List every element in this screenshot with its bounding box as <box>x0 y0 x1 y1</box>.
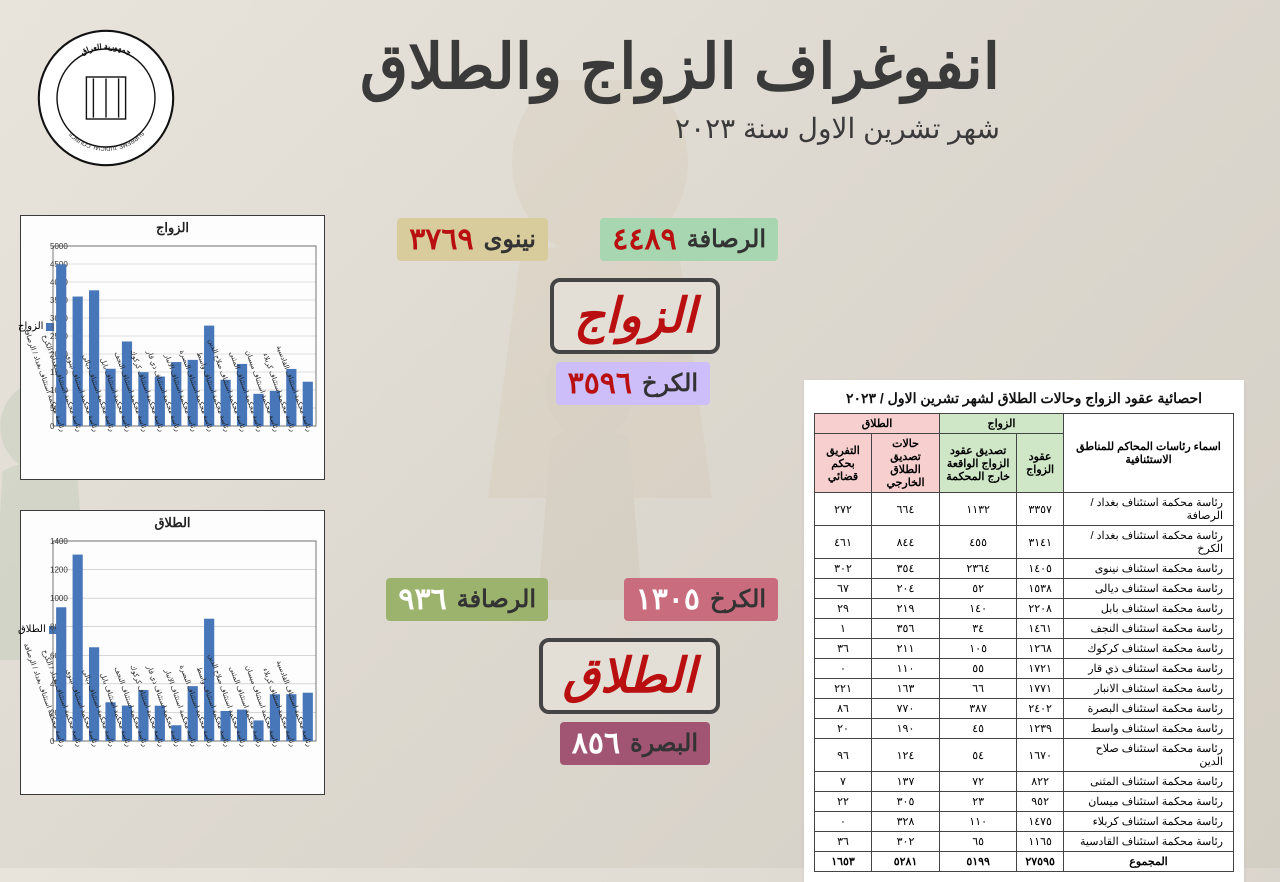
table-row: رئاسة محكمة استئناف بغداد / الرصافة٣٣٥٧١… <box>815 493 1234 526</box>
table-row: رئاسة محكمة استئناف صلاح الدين١٦٧٠٥٤١٢٤٩… <box>815 739 1234 772</box>
highlight-value: ٤٤٨٩ <box>612 222 676 257</box>
highlight-name: نينوى <box>484 225 536 254</box>
svg-text:0: 0 <box>50 422 55 431</box>
table-row: رئاسة محكمة استئناف كربلاء١٤٧٥١١٠٣٢٨٠ <box>815 812 1234 832</box>
svg-text:0: 0 <box>50 737 55 746</box>
stats-table: احصائية عقود الزواج وحالات الطلاق لشهر ت… <box>804 380 1244 882</box>
highlight-item: الرصافة ٩٣٦ <box>386 578 548 621</box>
highlight-value: ٩٣٦ <box>398 582 446 617</box>
table-row: رئاسة محكمة استئناف بغداد / الكرخ٣١٤١٤٥٥… <box>815 526 1234 559</box>
highlight-item: نينوى ٣٧٦٩ <box>397 218 548 261</box>
page-title: انفوغراف الزواج والطلاق <box>360 30 1000 103</box>
highlight-name: الكرخ <box>642 369 698 398</box>
marriage-chart: الزواج الزواج 05001000150020002500300035… <box>20 215 325 480</box>
th-names: اسماء رئاسات المحاكم للمناطق الاستئنافية <box>1064 414 1234 493</box>
divorce-label-frame: الطلاق <box>539 638 720 714</box>
table-row: رئاسة محكمة استئناف ميسان٩٥٢٢٣٣٠٥٢٢ <box>815 792 1234 812</box>
th-marriage: الزواج <box>939 414 1063 434</box>
highlight-item: الكرخ ٣٥٩٦ <box>556 362 710 405</box>
highlight-name: الرصافة <box>687 225 766 254</box>
divorce-chart: الطلاق الطلاق 0200400600800100012001400ر… <box>20 510 325 795</box>
highlight-value: ٣٧٦٩ <box>409 222 473 257</box>
table-row: رئاسة محكمة استئناف البصرة٢٤٠٢٣٨٧٧٧٠٨٦ <box>815 699 1234 719</box>
table-row: رئاسة محكمة استئناف القادسية١١٦٥٦٥٣٠٢٣٦ <box>815 832 1234 852</box>
highlight-item: الكرخ ١٣٠٥ <box>624 578 778 621</box>
highlight-value: ٨٥٦ <box>572 726 620 761</box>
highlight-name: البصرة <box>630 729 698 758</box>
th-m1: عقود الزواج <box>1017 434 1064 493</box>
table-row: رئاسة محكمة استئناف نينوى١٤٠٥٢٣٦٤٣٥٤٣٠٢ <box>815 559 1234 579</box>
table-title: احصائية عقود الزواج وحالات الطلاق لشهر ت… <box>814 390 1234 407</box>
th-m2: تصديق عقود الزواج الواقعة خارج المحكمة <box>939 434 1016 493</box>
table-row: رئاسة محكمة استئناف المثنى٨٢٢٧٢١٣٧٧ <box>815 772 1234 792</box>
table-row: رئاسة محكمة استئناف ديالى١٥٣٨٥٢٢٠٤٦٧ <box>815 579 1234 599</box>
highlight-name: الكرخ <box>710 585 766 614</box>
page-subtitle: شهر تشرين الاول سنة ٢٠٢٣ <box>675 112 1000 145</box>
table-row: رئاسة محكمة استئناف واسط١٢٣٩٤٥١٩٠٢٠ <box>815 719 1234 739</box>
highlight-item: البصرة ٨٥٦ <box>560 722 710 765</box>
th-d2: التفريق بحكم قضائي <box>815 434 872 493</box>
marriage-label: الزواج <box>574 290 696 343</box>
highlight-item: الرصافة ٤٤٨٩ <box>600 218 778 261</box>
highlight-name: الرصافة <box>457 585 536 614</box>
marriage-label-frame: الزواج <box>550 278 720 354</box>
table-total-row: المجموع٢٧٥٩٥٥١٩٩٥٢٨١١٦٥٣ <box>815 852 1234 872</box>
divorce-chart-title: الطلاق <box>21 511 324 535</box>
table-row: رئاسة محكمة استئناف الانبار١٧٧١٦٦١٦٣٢٢١ <box>815 679 1234 699</box>
org-logo: جمهورية العراق SUPREME JUDICIAL COUNCIL <box>36 28 176 168</box>
table-row: رئاسة محكمة استئناف كركوك١٢٦٨١٠٥٢١١٣٦ <box>815 639 1234 659</box>
th-divorce: الطلاق <box>815 414 940 434</box>
highlight-value: ١٣٠٥ <box>636 582 700 617</box>
table-row: رئاسة محكمة استئناف ذي قار١٧٢١٥٥١١٠٠ <box>815 659 1234 679</box>
marriage-chart-title: الزواج <box>21 216 324 240</box>
th-d1: حالات تصديق الطلاق الخارجي <box>872 434 940 493</box>
table-row: رئاسة محكمة استئناف بابل٢٢٠٨١٤٠٢١٩٢٩ <box>815 599 1234 619</box>
table-row: رئاسة محكمة استئناف النجف١٤٦١٣٤٣٥٦١ <box>815 619 1234 639</box>
divorce-label: الطلاق <box>563 650 696 703</box>
highlight-value: ٣٥٩٦ <box>568 366 632 401</box>
